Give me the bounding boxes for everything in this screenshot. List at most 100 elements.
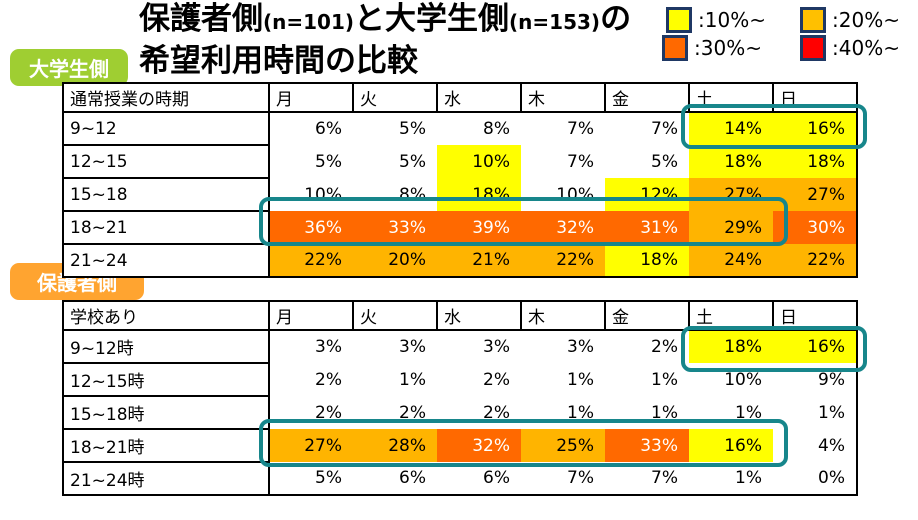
badge-students: 大学生側 xyxy=(10,49,128,86)
legend-item-40pct: :40%~ xyxy=(800,35,900,61)
value-cell: 6% xyxy=(353,462,437,495)
header-row: 通常授業の時期月火水木金土日 xyxy=(62,82,858,113)
value-cell: 18% xyxy=(689,145,773,178)
value-cell: 0% xyxy=(773,462,857,495)
value-cell: 27% xyxy=(269,429,353,462)
title-text: の xyxy=(600,1,632,37)
value-cell: 28% xyxy=(353,429,437,462)
value-cell: 1% xyxy=(521,363,605,396)
value-cell: 20% xyxy=(353,244,437,277)
legend-label: :40%~ xyxy=(832,36,900,60)
value-cell: 18% xyxy=(605,244,689,277)
table-row: 15~18時 2% 2% 2% 1% 1% 1% 1% xyxy=(62,395,857,430)
row-label: 18~21 xyxy=(62,210,270,245)
table-row: 12~15時 2% 1% 2% 1% 1% 10% 9% xyxy=(62,362,857,397)
value-cell: 3% xyxy=(521,330,605,363)
value-cell: 1% xyxy=(689,396,773,429)
header-row: 学校あり月火水木金土日 xyxy=(62,300,858,331)
value-cell: 1% xyxy=(689,462,773,495)
legend-label: :20%~ xyxy=(832,8,900,32)
title-text: 保護者側 xyxy=(139,1,263,37)
value-cell: 22% xyxy=(773,244,857,277)
legend-swatch-amber xyxy=(800,7,826,33)
table-row: 9~12 6% 5% 8% 7% 7% 14% 16% xyxy=(62,111,857,146)
legend-item-10pct: :10%~ xyxy=(666,7,766,33)
legend-swatch-red xyxy=(800,35,826,61)
table-corner-label: 学校あり xyxy=(62,300,270,331)
column-header: 金 xyxy=(604,82,690,113)
row-label: 12~15 xyxy=(62,144,270,179)
value-cell: 1% xyxy=(605,396,689,429)
value-cell: 2% xyxy=(437,363,521,396)
value-cell: 22% xyxy=(269,244,353,277)
column-header: 火 xyxy=(352,82,438,113)
value-cell: 30% xyxy=(773,211,857,244)
value-cell: 36% xyxy=(269,211,353,244)
value-cell: 7% xyxy=(521,462,605,495)
column-header: 土 xyxy=(688,300,774,331)
legend-swatch-orange xyxy=(662,35,688,61)
title-sample-size-students: (n=153) xyxy=(509,10,601,34)
value-cell: 7% xyxy=(605,462,689,495)
students-heatmap-table: 通常授業の時期月火水木金土日 9~12 6% 5% 8% 7% 7% 14% 16% 12~15 5… xyxy=(62,82,858,278)
value-cell: 12% xyxy=(605,178,689,211)
value-cell: 6% xyxy=(269,112,353,145)
value-cell: 21% xyxy=(437,244,521,277)
value-cell: 8% xyxy=(353,178,437,211)
value-cell: 33% xyxy=(605,429,689,462)
value-cell: 1% xyxy=(773,396,857,429)
table-row: 21~24時 5% 6% 6% 7% 7% 1% 0% xyxy=(62,461,857,496)
legend-item-30pct: :30%~ xyxy=(662,35,762,61)
value-cell: 3% xyxy=(437,330,521,363)
value-cell: 16% xyxy=(773,330,857,363)
row-label: 9~12時 xyxy=(62,329,270,364)
column-header: 日 xyxy=(772,82,858,113)
column-header: 木 xyxy=(520,82,606,113)
value-cell: 2% xyxy=(269,396,353,429)
value-cell: 5% xyxy=(269,145,353,178)
row-label: 9~12 xyxy=(62,111,270,146)
value-cell: 1% xyxy=(353,363,437,396)
value-cell: 18% xyxy=(437,178,521,211)
value-cell: 5% xyxy=(353,145,437,178)
column-header: 日 xyxy=(772,300,858,331)
value-cell: 7% xyxy=(605,112,689,145)
column-header: 土 xyxy=(688,82,774,113)
value-cell: 32% xyxy=(437,429,521,462)
value-cell: 27% xyxy=(689,178,773,211)
row-label: 12~15時 xyxy=(62,362,270,397)
value-cell: 16% xyxy=(773,112,857,145)
table-corner-label: 通常授業の時期 xyxy=(62,82,270,113)
value-cell: 27% xyxy=(773,178,857,211)
value-cell: 18% xyxy=(689,330,773,363)
title-line-2: 希望利用時間の比較 xyxy=(139,43,418,79)
legend-item-20pct: :20%~ xyxy=(800,7,900,33)
value-cell: 14% xyxy=(689,112,773,145)
table-row: 21~24 22% 20% 21% 22% 18% 24% 22% xyxy=(62,243,857,278)
value-cell: 4% xyxy=(773,429,857,462)
value-cell: 22% xyxy=(521,244,605,277)
row-label: 21~24時 xyxy=(62,461,270,496)
value-cell: 7% xyxy=(521,112,605,145)
value-cell: 2% xyxy=(353,396,437,429)
value-cell: 24% xyxy=(689,244,773,277)
value-cell: 31% xyxy=(605,211,689,244)
column-header: 月 xyxy=(268,300,354,331)
parents-heatmap-table: 学校あり月火水木金土日 9~12時 3% 3% 3% 3% 2% 18% 16% 12~15時 2%… xyxy=(62,300,858,496)
value-cell: 5% xyxy=(269,462,353,495)
value-cell: 1% xyxy=(605,363,689,396)
row-label: 15~18 xyxy=(62,177,270,212)
value-cell: 7% xyxy=(521,145,605,178)
value-cell: 9% xyxy=(773,363,857,396)
column-header: 木 xyxy=(520,300,606,331)
value-cell: 3% xyxy=(269,330,353,363)
value-cell: 16% xyxy=(689,429,773,462)
title-sample-size-parents: (n=101) xyxy=(263,10,355,34)
value-cell: 5% xyxy=(353,112,437,145)
value-cell: 33% xyxy=(353,211,437,244)
title-text: と大学生側 xyxy=(354,1,510,37)
title-line-1: 保護者側(n=101)と大学生側(n=153)の xyxy=(139,0,631,42)
value-cell: 25% xyxy=(521,429,605,462)
row-label: 15~18時 xyxy=(62,395,270,430)
